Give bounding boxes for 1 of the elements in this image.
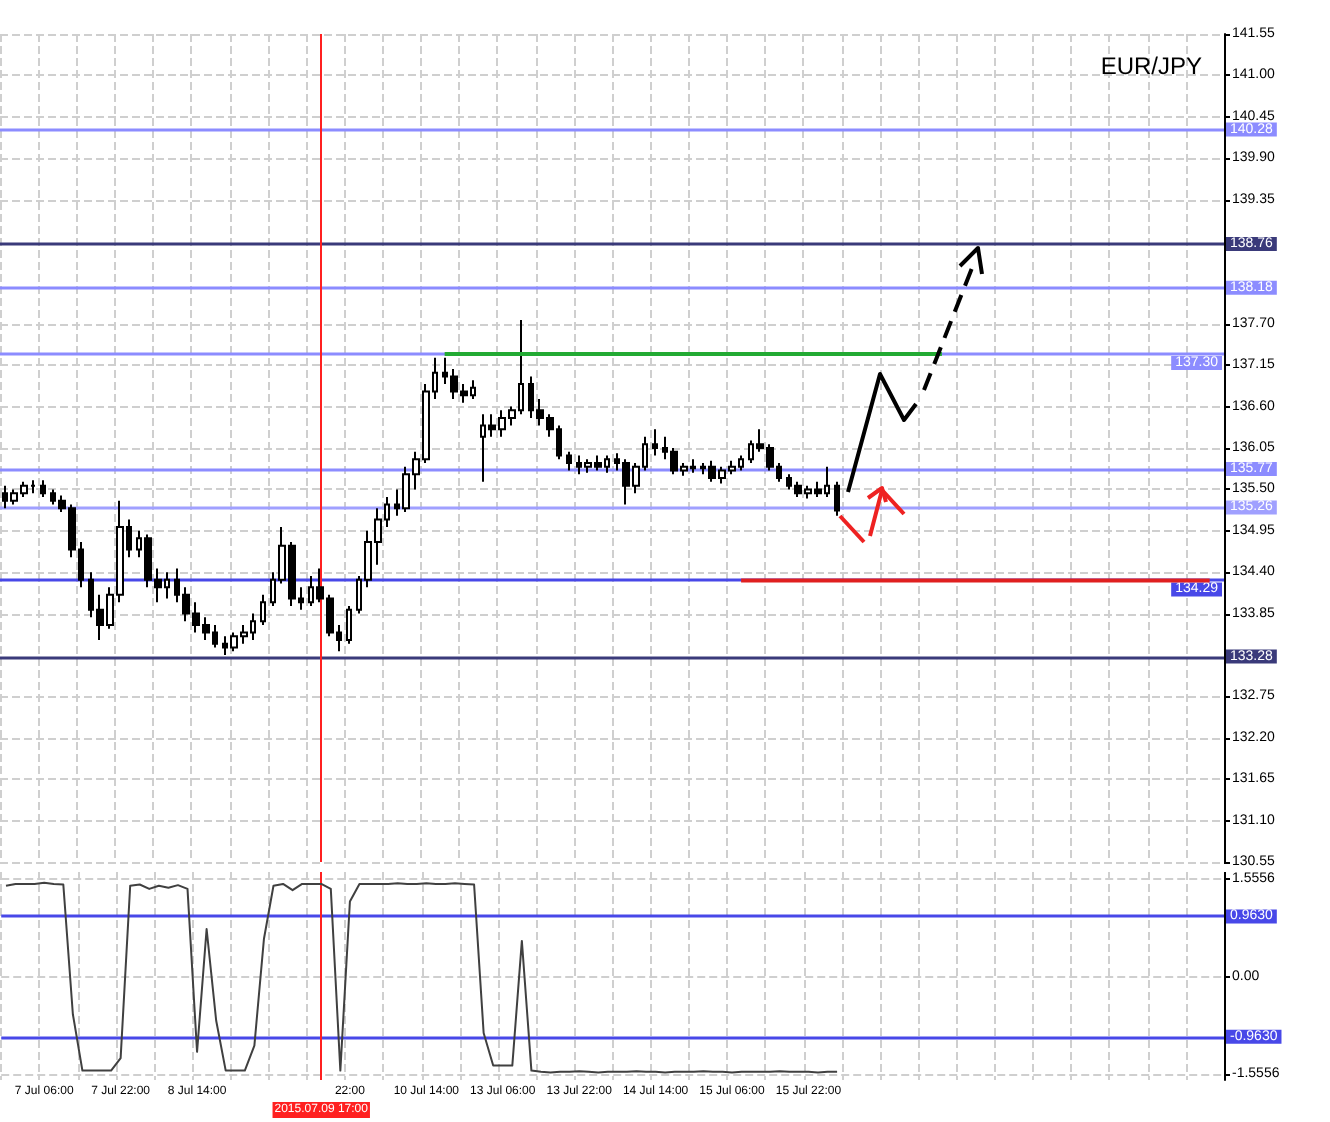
text: EUR/JPY (1100, 52, 1203, 80)
